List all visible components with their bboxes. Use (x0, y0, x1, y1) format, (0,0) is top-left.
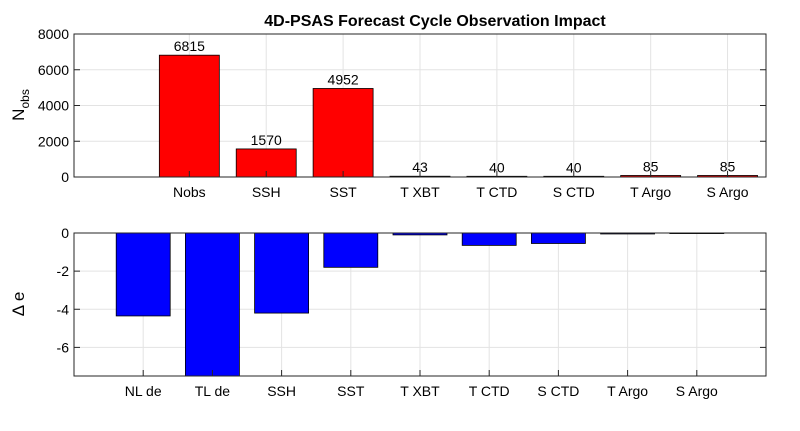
top-chart-ylabel-subscript: obs (18, 89, 32, 108)
bottom-chart-xtick-label: T CTD (469, 383, 510, 399)
bottom-chart-bar-ssh (254, 233, 310, 314)
top-chart-ytick-label: 0 (61, 169, 69, 185)
top-chart-xtick-label: SSH (252, 184, 281, 200)
bottom-chart-xtick-label: T XBT (400, 383, 440, 399)
top-chart-ytick-label: 6000 (38, 62, 69, 78)
top-chart-data-label: 85 (643, 158, 659, 174)
top-chart-xtick-label: T Argo (630, 184, 671, 200)
top-chart-ylabel: Nobs (9, 89, 32, 121)
top-chart-xtick-label: S Argo (707, 184, 749, 200)
bottom-chart-axes: -6 -4 -2 0 NL de TL de SSH SST T XBT T CTD S CTD T … (57, 225, 767, 399)
bottom-chart-bar-sst (323, 233, 379, 268)
bottom-chart-bar-t-xbt (392, 233, 448, 236)
top-chart-xtick-label: SST (329, 184, 357, 200)
bottom-chart-ytick-label: -2 (57, 263, 70, 279)
chart-title: 4D-PSAS Forecast Cycle Observation Impac… (264, 13, 606, 30)
bottom-chart-ytick-label: 0 (61, 225, 69, 241)
bottom-chart-bar-nl-de (115, 233, 171, 317)
top-chart-data-label: 43 (412, 159, 428, 175)
bottom-chart-xtick-label: SSH (267, 383, 296, 399)
top-chart-xtick-label: T CTD (476, 184, 517, 200)
bottom-chart-ylabel: Δ e (9, 292, 28, 317)
bottom-chart-xtick-label: S CTD (537, 383, 579, 399)
bottom-chart-bar-t-ctd (461, 233, 517, 246)
top-chart-xtick-label: S CTD (553, 184, 595, 200)
top-chart-ytick-label: 8000 (38, 26, 69, 42)
bottom-chart-bar-tl-de (184, 233, 240, 376)
bottom-chart-bar-s-ctd (531, 233, 586, 244)
bottom-chart-xtick-label: S Argo (676, 383, 718, 399)
top-chart-xtick-label: T XBT (400, 184, 440, 200)
bottom-chart-xtick-label: NL de (125, 383, 162, 399)
top-chart-bar-nobs (158, 54, 220, 177)
top-chart-bars (158, 54, 758, 177)
top-chart-data-label: 1570 (251, 132, 282, 148)
bottom-chart-ytick-label: -6 (57, 339, 70, 355)
bottom-chart-xtick-label: TL de (195, 383, 230, 399)
top-chart-data-label: 4952 (328, 71, 359, 87)
top-chart-axes: 6815 1570 4952 43 40 40 85 85 0 2000 4000 6000 8000 N… (38, 26, 767, 200)
top-chart-xtick-label: Nobs (173, 184, 206, 200)
top-chart-data-label: 40 (566, 159, 582, 175)
top-chart-ytick-label: 2000 (38, 133, 69, 149)
top-chart-data-label: 40 (489, 159, 505, 175)
top-chart-bar-sst (312, 88, 374, 177)
bottom-chart-xtick-label: SST (337, 383, 365, 399)
bottom-chart-bars (115, 233, 725, 376)
top-chart-ylabel-main: N (9, 109, 28, 121)
top-chart-data-label: 6815 (174, 38, 205, 54)
top-chart-ytick-label: 4000 (38, 98, 69, 114)
bottom-chart-ytick-label: -4 (57, 301, 70, 317)
bottom-chart-xtick-label: T Argo (607, 383, 648, 399)
top-chart-data-label: 85 (720, 158, 736, 174)
